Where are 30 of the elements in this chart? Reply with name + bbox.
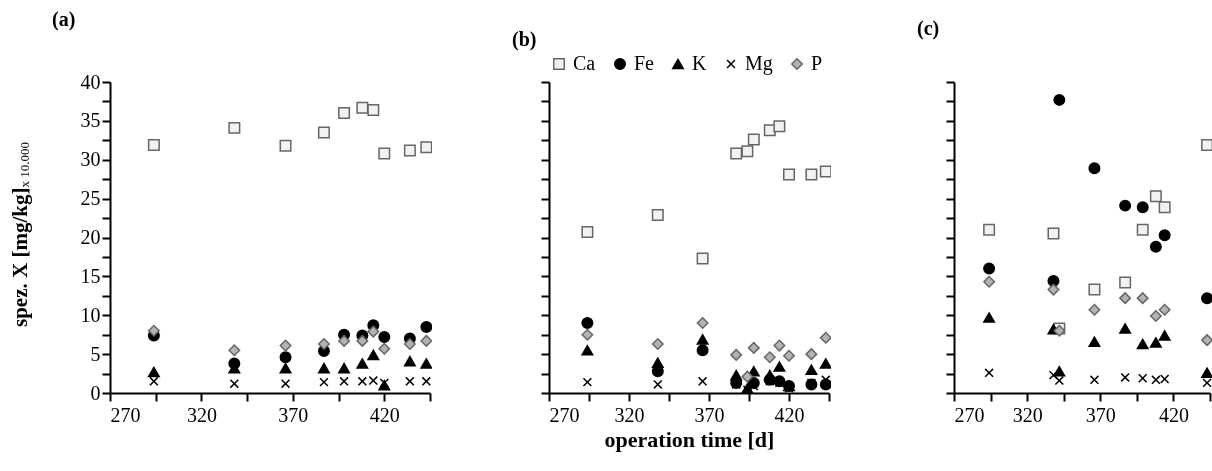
x-axis-title: operation time [d] (604, 426, 775, 452)
y-tick-label: 25 (80, 187, 101, 210)
legend-label: P (811, 52, 823, 74)
x-tick-label: 320 (186, 403, 217, 426)
legend-label: Fe (634, 52, 655, 74)
x-tick-label: 370 (278, 403, 309, 426)
x-tick-label: 370 (1085, 403, 1116, 426)
legend-label: Ca (573, 52, 596, 74)
chart-title: (b) (512, 28, 537, 51)
y-tick-label: 35 (80, 109, 101, 132)
x-tick-label: 370 (694, 403, 725, 426)
x-tick-label: 420 (774, 403, 805, 426)
y-tick-label: 30 (80, 148, 101, 171)
x-tick-label: 420 (369, 403, 400, 426)
x-tick-label: 420 (1158, 403, 1189, 426)
legend-label: K (692, 52, 707, 74)
y-tick-label: 40 (80, 70, 101, 93)
chart-title: (a) (52, 8, 76, 31)
x-tick-label: 270 (110, 403, 141, 426)
y-tick-label: 0 (90, 381, 101, 404)
legend-label: Mg (745, 52, 773, 75)
y-tick-label: 5 (90, 342, 101, 365)
x-tick-label: 270 (549, 403, 580, 426)
y-tick-label: 10 (80, 303, 101, 326)
x-tick-label: 270 (954, 403, 985, 426)
y-tick-label: 15 (80, 264, 101, 287)
x-tick-label: 320 (614, 403, 645, 426)
chart-title: (c) (917, 17, 940, 40)
x-tick-label: 320 (1012, 403, 1043, 426)
y-tick-label: 20 (80, 226, 101, 248)
